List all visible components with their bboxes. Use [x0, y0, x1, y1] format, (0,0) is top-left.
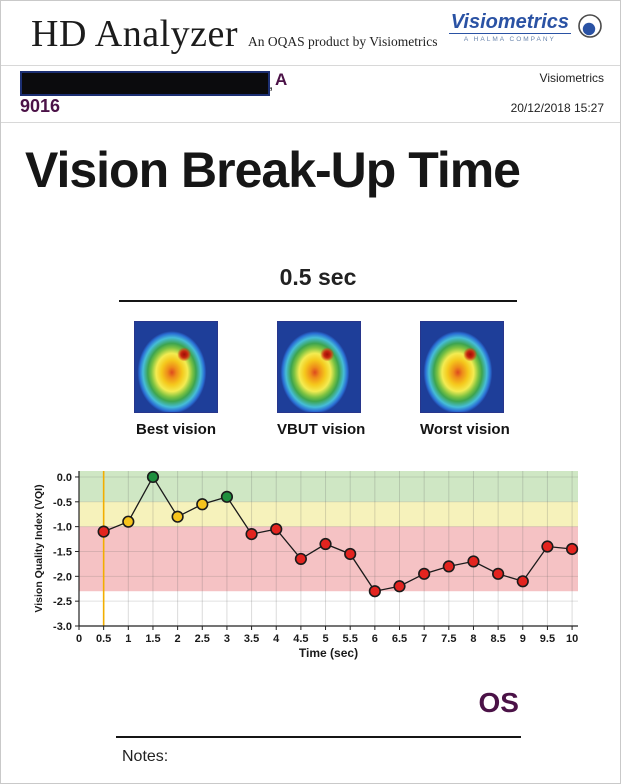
eye-label: OS — [478, 687, 519, 718]
svg-text:Time (sec): Time (sec) — [299, 646, 358, 660]
vbut-value: 0.5 sec — [279, 264, 357, 290]
logo-eye-icon — [576, 12, 604, 45]
svg-text:6.5: 6.5 — [392, 633, 407, 645]
svg-text:3: 3 — [224, 633, 230, 645]
app-title-row: HD Analyzer An OQAS product by Visiometr… — [31, 12, 437, 56]
patient-info-bar: , A 9016 Visiometrics 20/12/2018 15:27 — [1, 66, 620, 123]
svg-text:1: 1 — [125, 633, 131, 645]
svg-text:Vision Quality Index (VQI): Vision Quality Index (VQI) — [33, 484, 45, 612]
svg-text:-1.5: -1.5 — [53, 546, 72, 558]
svg-text:0.5: 0.5 — [96, 633, 111, 645]
worst-vision-label: Worst vision — [420, 421, 510, 438]
svg-text:1.5: 1.5 — [145, 633, 160, 645]
svg-text:8: 8 — [470, 633, 476, 645]
svg-text:9.5: 9.5 — [540, 633, 555, 645]
app-subtitle: An OQAS product by Visiometrics — [248, 34, 438, 49]
svg-text:3.5: 3.5 — [244, 633, 259, 645]
svg-text:10: 10 — [566, 633, 578, 645]
visiometrics-logo: Visiometrics A HALMA COMPANY — [448, 11, 604, 45]
svg-text:-0.5: -0.5 — [53, 497, 72, 509]
svg-text:0: 0 — [76, 633, 82, 645]
notes-label: Notes: — [122, 748, 169, 765]
svg-text:7: 7 — [421, 633, 427, 645]
worst-vision-column: Worst vision — [420, 321, 510, 438]
vqi-chart-svg: 0 0.5 1 1.5 2 2.5 3 3.5 4 4.5 5 5.5 6 6.5 7 7.5 8 8.5 9 9.5… — [33, 470, 578, 660]
logo-tagline: A HALMA COMPANY — [463, 36, 556, 43]
best-vision-label: Best vision — [135, 421, 217, 438]
clinic-name: Visiometrics — [539, 71, 604, 85]
svg-text:6: 6 — [372, 633, 378, 645]
logo-name: Visiometrics — [448, 11, 571, 34]
svg-text:4: 4 — [273, 633, 280, 645]
report-header: HD Analyzer An OQAS product by Visiometr… — [1, 1, 620, 66]
vqi-chart: 0 0.5 1 1.5 2 2.5 3 3.5 4 4.5 5 5.5 6 6.5 7 7.5 8 8.5 9 9.5… — [31, 454, 596, 662]
app-title: HD Analyzer — [31, 13, 239, 55]
svg-text:0.0: 0.0 — [57, 472, 72, 484]
report-datetime: 20/12/2018 15:27 — [510, 101, 604, 115]
patient-name-redacted — [20, 71, 270, 96]
svg-text:-2.0: -2.0 — [53, 571, 72, 583]
svg-text:8.5: 8.5 — [490, 633, 505, 645]
svg-text:-3.0: -3.0 — [53, 621, 72, 633]
best-vision-image — [134, 321, 218, 413]
patient-name-separator: , — [269, 76, 274, 93]
svg-text:5: 5 — [322, 633, 328, 645]
patient-initial: A — [275, 70, 288, 89]
patient-id: 9016 — [20, 96, 61, 116]
svg-text:-2.5: -2.5 — [53, 596, 72, 608]
svg-text:5.5: 5.5 — [343, 633, 358, 645]
report-title: Vision Break-Up Time — [25, 142, 521, 198]
svg-text:9: 9 — [520, 633, 526, 645]
vision-images-row: Best vision VBUT vision Worst vision — [134, 321, 510, 438]
svg-text:7.5: 7.5 — [441, 633, 456, 645]
best-vision-column: Best vision — [134, 321, 218, 438]
svg-text:4.5: 4.5 — [293, 633, 308, 645]
svg-text:-1.0: -1.0 — [53, 522, 72, 534]
worst-vision-image — [420, 321, 504, 413]
vbut-vision-label: VBUT vision — [277, 421, 366, 438]
notes-separator-line — [116, 736, 521, 738]
vbut-underline — [119, 300, 517, 302]
svg-text:2.5: 2.5 — [195, 633, 210, 645]
vbut-result: 0.5 sec — [119, 264, 517, 302]
vbut-vision-column: VBUT vision — [277, 321, 366, 438]
vbut-vision-image — [277, 321, 361, 413]
svg-text:2: 2 — [175, 633, 181, 645]
